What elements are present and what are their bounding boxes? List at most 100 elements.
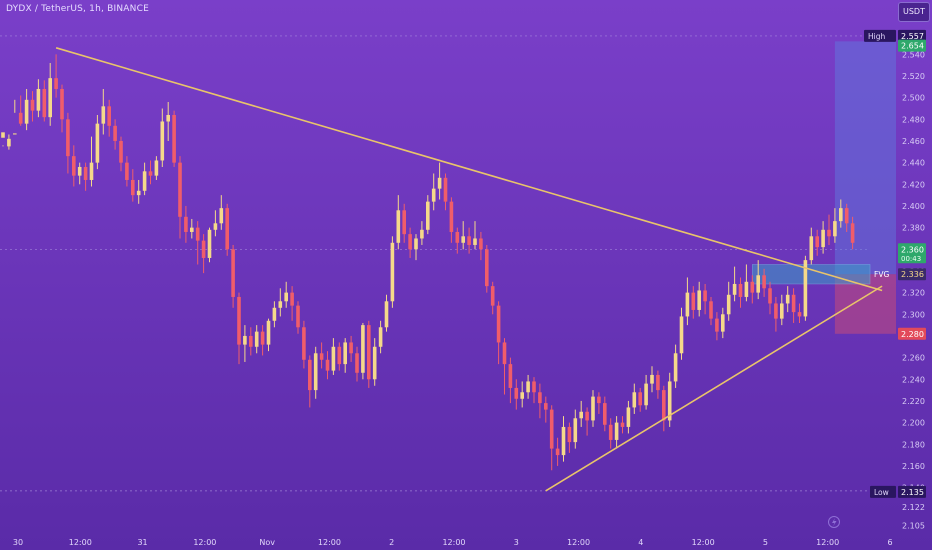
- candle[interactable]: [561, 416, 566, 462]
- candle[interactable]: [638, 387, 642, 412]
- time-axis[interactable]: 30 12:00 31 12:00 Nov 12:00 2 12:00 3 12:00 4 12:00…: [13, 538, 893, 547]
- candle[interactable]: [449, 197, 454, 243]
- candle[interactable]: [101, 88, 106, 135]
- candle[interactable]: [367, 320, 371, 388]
- candle[interactable]: [119, 136, 123, 172]
- candle[interactable]: [555, 437, 560, 466]
- candle[interactable]: [219, 195, 224, 230]
- candle[interactable]: [467, 227, 471, 254]
- candle[interactable]: [597, 392, 601, 414]
- flash-icon[interactable]: [828, 516, 840, 528]
- candle[interactable]: [66, 112, 70, 174]
- candle[interactable]: [656, 370, 660, 399]
- candle[interactable]: [24, 88, 29, 131]
- candle[interactable]: [544, 396, 548, 423]
- candle[interactable]: [225, 203, 229, 256]
- candle[interactable]: [526, 374, 530, 399]
- candle[interactable]: [750, 275, 755, 304]
- candle[interactable]: [95, 114, 100, 170]
- candle[interactable]: [349, 335, 353, 362]
- candle[interactable]: [313, 346, 318, 399]
- candle[interactable]: [538, 383, 542, 419]
- candle[interactable]: [455, 227, 460, 254]
- candle[interactable]: [644, 374, 648, 410]
- currency-button[interactable]: USDT: [898, 2, 930, 22]
- candle[interactable]: [343, 338, 347, 373]
- candle[interactable]: [768, 281, 772, 315]
- candle[interactable]: [131, 169, 135, 202]
- candle[interactable]: [213, 210, 218, 237]
- candle[interactable]: [308, 355, 312, 408]
- candle[interactable]: [514, 379, 519, 410]
- candle[interactable]: [532, 377, 536, 404]
- candle[interactable]: [821, 221, 825, 254]
- candle[interactable]: [148, 160, 153, 185]
- candle[interactable]: [420, 221, 424, 245]
- candle[interactable]: [237, 292, 241, 365]
- candle[interactable]: [125, 156, 129, 187]
- candle[interactable]: [195, 221, 200, 265]
- candle[interactable]: [785, 286, 790, 313]
- candle[interactable]: [797, 303, 802, 323]
- candle[interactable]: [7, 134, 11, 150]
- candle[interactable]: [414, 234, 418, 261]
- candle[interactable]: [508, 357, 513, 404]
- candle[interactable]: [184, 205, 188, 243]
- candle[interactable]: [361, 322, 365, 380]
- candle[interactable]: [284, 281, 288, 308]
- candle[interactable]: [48, 62, 52, 126]
- candle[interactable]: [549, 405, 554, 471]
- candle[interactable]: [431, 173, 436, 211]
- candle[interactable]: [726, 281, 731, 321]
- candle[interactable]: [490, 281, 495, 315]
- candle[interactable]: [426, 195, 430, 235]
- candle[interactable]: [756, 260, 760, 300]
- candle[interactable]: [296, 301, 300, 334]
- candle[interactable]: [715, 312, 719, 341]
- candle[interactable]: [201, 234, 206, 274]
- candle[interactable]: [142, 162, 147, 196]
- candle[interactable]: [136, 179, 141, 204]
- candle[interactable]: [83, 162, 88, 191]
- candle[interactable]: [396, 195, 401, 250]
- candle[interactable]: [13, 99, 17, 135]
- candle[interactable]: [685, 277, 690, 326]
- candle[interactable]: [319, 342, 324, 369]
- candle[interactable]: [809, 227, 814, 265]
- candle[interactable]: [803, 255, 808, 321]
- trendlines[interactable]: [55, 47, 883, 492]
- candle[interactable]: [178, 156, 182, 239]
- candle[interactable]: [679, 307, 684, 360]
- candle[interactable]: [662, 385, 666, 432]
- candle[interactable]: [77, 162, 82, 185]
- candle[interactable]: [355, 346, 359, 382]
- candle[interactable]: [844, 203, 849, 232]
- candle[interactable]: [614, 416, 619, 449]
- candle[interactable]: [384, 294, 389, 332]
- candle[interactable]: [337, 342, 342, 371]
- candle[interactable]: [302, 320, 306, 369]
- candle[interactable]: [231, 244, 235, 308]
- candle[interactable]: [290, 286, 294, 321]
- candle[interactable]: [254, 325, 259, 354]
- candle[interactable]: [502, 338, 507, 395]
- candle[interactable]: [54, 54, 58, 98]
- candle[interactable]: [190, 218, 194, 239]
- descending-trendline[interactable]: [55, 47, 883, 292]
- candle[interactable]: [667, 372, 672, 427]
- candle[interactable]: [60, 84, 64, 133]
- candle[interactable]: [325, 351, 330, 380]
- candle[interactable]: [72, 145, 76, 187]
- candle[interactable]: [1, 132, 5, 147]
- candle[interactable]: [160, 108, 165, 167]
- candles[interactable]: [1, 54, 855, 471]
- candle[interactable]: [473, 221, 477, 250]
- candle[interactable]: [839, 199, 843, 228]
- candle[interactable]: [243, 325, 247, 362]
- candle[interactable]: [390, 236, 395, 308]
- candle[interactable]: [166, 101, 170, 141]
- candle[interactable]: [42, 80, 47, 122]
- candle[interactable]: [260, 325, 265, 356]
- candle[interactable]: [113, 119, 117, 150]
